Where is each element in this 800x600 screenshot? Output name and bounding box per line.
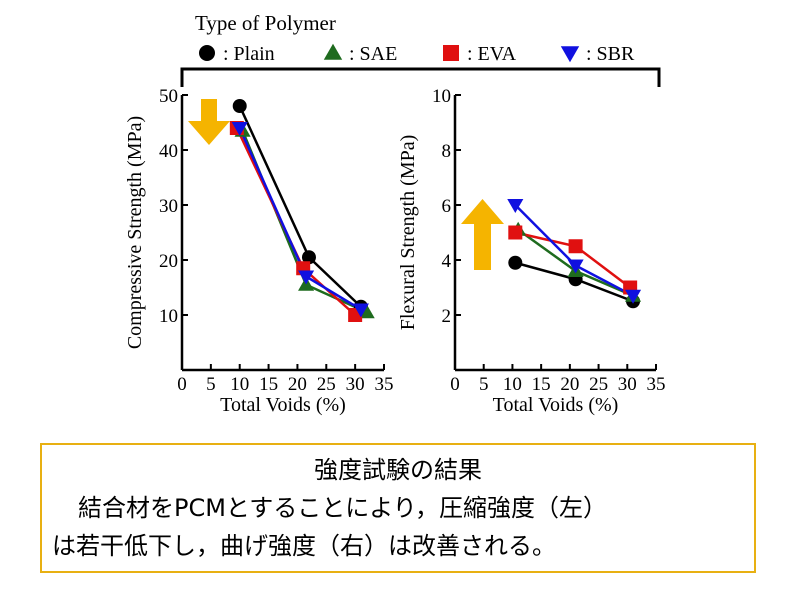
x-tick-label: 10 [230, 374, 249, 395]
y-tick-label: 6 [442, 196, 452, 217]
data-point-s3-1 [298, 270, 315, 285]
x-tick-label: 25 [317, 374, 336, 395]
x-tick-label: 30 [618, 374, 637, 395]
legend-marker-eva [443, 45, 459, 61]
legend-marker-sbr [560, 46, 580, 63]
caption-line-3: は若干低下し，曲げ強度（右）は改善される。 [52, 532, 556, 560]
legend-marker-plain [199, 45, 215, 61]
increase-arrow-icon [461, 199, 504, 270]
data-point-s3-0 [231, 122, 248, 137]
x-tick-label: 20 [288, 374, 307, 395]
x-tick-label: 20 [560, 374, 579, 395]
y-tick-label: 8 [442, 141, 452, 162]
y-tick-label: 20 [159, 251, 178, 272]
compressive-chart: 10 20 30 40 50 0 5 10 15 20 25 30 35 Total Voids (%) C… [124, 86, 394, 416]
legend-label-plain: : Plain [223, 43, 275, 65]
decrease-arrow-icon [188, 99, 230, 145]
x-tick-label: 0 [450, 374, 460, 395]
strength-charts: Type of Polymer : Plain : SAE : EVA : SBR 1… [124, 11, 666, 416]
data-point-s1-2 [358, 304, 375, 319]
x-tick-label: 10 [503, 374, 522, 395]
legend-marker-sae [323, 43, 343, 60]
y-tick-label: 30 [159, 196, 178, 217]
series-line-0 [238, 105, 362, 308]
x-tick-label: 25 [589, 374, 608, 395]
data-point-s2-0 [508, 225, 523, 240]
y-axis-label: Flexural Strength (MPa) [397, 135, 419, 331]
x-axis-label: Total Voids (%) [220, 394, 346, 416]
data-point-s3-2 [624, 289, 642, 304]
data-point-s3-1 [567, 259, 584, 274]
data-point-s0-1 [301, 250, 316, 265]
legend-label-sbr: : SBR [586, 43, 635, 65]
y-tick-label: 40 [159, 141, 178, 162]
y-axis-label: Compressive Strength (MPa) [124, 116, 146, 349]
caption-title: 強度試験の結果 [314, 456, 482, 484]
x-tick-label: 5 [479, 374, 489, 395]
x-axis-label: Total Voids (%) [493, 394, 619, 416]
data-point-s2-1 [568, 239, 583, 254]
x-tick-label: 30 [346, 374, 365, 395]
data-point-s3-2 [352, 303, 369, 318]
x-tick-label: 35 [647, 374, 666, 395]
x-tick-label: 15 [259, 374, 278, 395]
y-tick-label: 4 [442, 251, 452, 272]
y-tick-label: 2 [442, 306, 452, 327]
legend-label-sae: : SAE [349, 43, 397, 65]
y-tick-label: 10 [159, 306, 178, 327]
y-tick-label: 50 [159, 86, 178, 107]
legend: Type of Polymer : Plain : SAE : EVA : SBR [180, 11, 661, 87]
legend-bracket [180, 67, 661, 87]
series-line-2 [235, 127, 356, 316]
x-tick-label: 35 [375, 374, 394, 395]
caption-box: 強度試験の結果 結合材をPCMとすることにより，圧縮強度（左） は若干低下し，曲… [40, 443, 756, 573]
x-tick-label: 0 [177, 374, 187, 395]
flexural-chart: 2 4 6 8 10 0 5 10 15 20 25 30 35 Total Voids (%) Flexu… [397, 86, 666, 416]
legend-label-eva: : EVA [467, 43, 517, 65]
data-point-s0-0 [508, 255, 523, 270]
data-point-s3-0 [507, 199, 524, 214]
y-tick-label: 10 [432, 86, 451, 107]
x-tick-label: 5 [206, 374, 216, 395]
legend-title: Type of Polymer [195, 11, 336, 35]
x-tick-label: 15 [532, 374, 551, 395]
caption-line-2: 結合材をPCMとすることにより，圧縮強度（左） [78, 494, 608, 522]
data-point-s0-0 [232, 99, 247, 113]
series-line-3 [238, 127, 362, 311]
